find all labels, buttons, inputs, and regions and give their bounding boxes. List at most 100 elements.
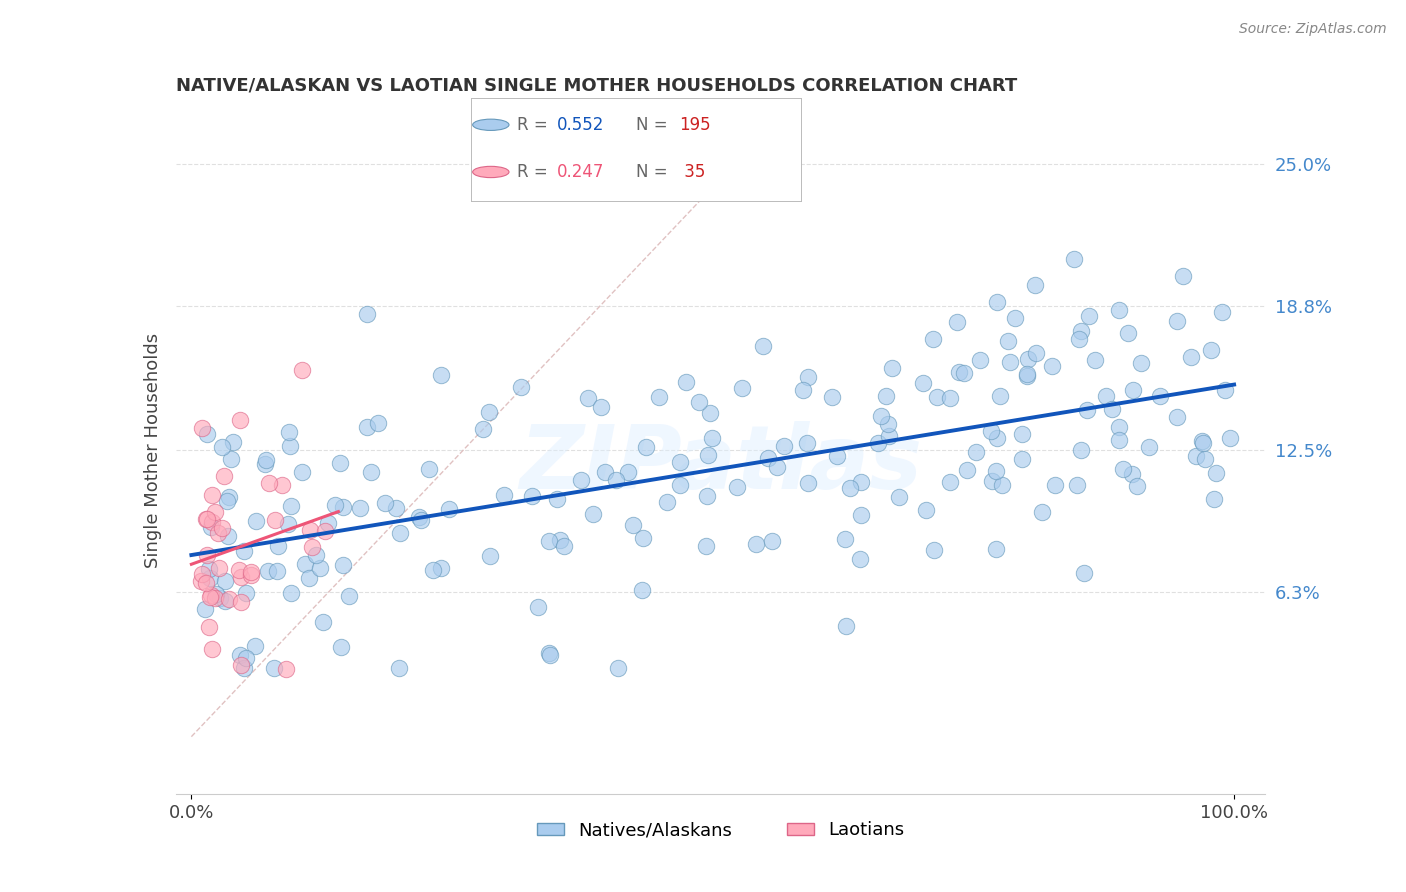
Point [418, 462, 440, 476]
Point [337, 589, 360, 603]
Point [408, 510, 430, 524]
Point [367, 417, 389, 431]
Point [1043, 478, 1066, 492]
Point [240, 565, 263, 579]
Point [1095, 389, 1118, 403]
Point [195, 512, 218, 526]
Point [669, 455, 692, 469]
Point [291, 465, 314, 479]
Point [792, 384, 814, 398]
Point [257, 564, 280, 578]
Point [356, 307, 378, 321]
Point [550, 533, 572, 547]
Point [927, 390, 949, 404]
Point [478, 405, 501, 419]
Point [1204, 491, 1226, 506]
Point [1040, 359, 1063, 373]
Point [492, 488, 515, 502]
Point [201, 515, 224, 529]
Point [218, 591, 240, 606]
Point [253, 457, 276, 471]
Point [889, 490, 911, 504]
Point [1067, 332, 1090, 346]
Point [204, 591, 226, 605]
Point [198, 591, 221, 605]
Point [235, 586, 257, 600]
Point [472, 422, 495, 436]
Point [298, 571, 321, 585]
Point [882, 360, 904, 375]
Text: 0.552: 0.552 [557, 116, 605, 134]
Point [329, 640, 352, 654]
Point [430, 368, 453, 382]
Point [195, 427, 218, 442]
Point [797, 370, 820, 384]
Point [766, 459, 789, 474]
Point [631, 582, 654, 597]
Point [1076, 403, 1098, 417]
Point [254, 453, 277, 467]
Point [1211, 304, 1233, 318]
Point [939, 475, 962, 489]
Point [991, 478, 1014, 492]
Point [697, 448, 720, 462]
Point [228, 648, 250, 662]
Point [527, 600, 550, 615]
Point [332, 558, 354, 573]
Text: N =: N = [637, 116, 673, 134]
Point [233, 661, 256, 675]
Point [1122, 383, 1144, 397]
Point [1184, 449, 1206, 463]
Text: 35: 35 [679, 163, 706, 181]
Point [1004, 310, 1026, 325]
Point [948, 366, 970, 380]
Point [360, 465, 382, 479]
Text: R =: R = [517, 163, 554, 181]
Point [582, 507, 605, 521]
Text: 195: 195 [679, 116, 711, 134]
Point [953, 367, 976, 381]
Point [849, 551, 872, 566]
Point [773, 439, 796, 453]
Point [1121, 467, 1143, 482]
Point [984, 464, 1007, 478]
Point [915, 503, 938, 517]
Point [537, 534, 560, 549]
Point [1077, 309, 1099, 323]
Point [1166, 409, 1188, 424]
Point [761, 533, 783, 548]
Point [222, 435, 245, 450]
Point [278, 425, 301, 439]
Point [211, 521, 233, 535]
Point [207, 525, 229, 540]
Point [1116, 326, 1139, 340]
Point [314, 524, 336, 538]
Point [1199, 343, 1222, 357]
Point [201, 487, 224, 501]
Point [569, 473, 592, 487]
Point [205, 587, 228, 601]
Point [229, 413, 252, 427]
Point [956, 463, 979, 477]
Point [1017, 367, 1039, 381]
Point [356, 420, 378, 434]
Point [245, 640, 267, 654]
Point [1000, 354, 1022, 368]
Point [868, 436, 890, 450]
Point [245, 514, 267, 528]
Point [1191, 434, 1213, 448]
Point [756, 450, 779, 465]
Point [479, 549, 502, 563]
Point [211, 440, 233, 454]
Point [538, 646, 561, 660]
Point [1073, 566, 1095, 580]
Point [298, 524, 321, 538]
Point [922, 543, 945, 558]
Point [980, 424, 1002, 438]
Point [373, 496, 395, 510]
Point [675, 376, 697, 390]
Point [1219, 431, 1241, 445]
Point [981, 475, 1004, 489]
Point [752, 339, 775, 353]
Point [388, 525, 411, 540]
